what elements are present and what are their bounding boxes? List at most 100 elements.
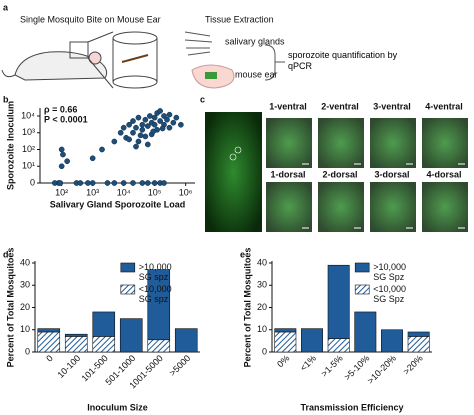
bar-segment	[407, 331, 430, 337]
legend-swatch	[120, 284, 136, 295]
y-tick-label: 30	[20, 280, 30, 290]
point	[137, 132, 144, 139]
point	[161, 180, 167, 186]
point	[157, 118, 163, 124]
point	[170, 119, 177, 126]
point	[99, 146, 105, 153]
x-tick-label: >10-20%	[365, 353, 398, 386]
x-axis-label: Transmission Efficiency	[300, 402, 403, 412]
point	[139, 180, 146, 186]
image-tile	[370, 182, 416, 232]
bar-segment	[301, 328, 323, 353]
x-tick-label: 10²	[55, 187, 68, 197]
x-tick-label: >20%	[401, 353, 425, 377]
image-label: 1-ventral	[269, 101, 307, 111]
point	[120, 124, 127, 131]
point	[104, 180, 111, 186]
bar-segment	[64, 333, 88, 337]
panel-letter: d	[3, 249, 9, 259]
image-tile	[318, 182, 364, 232]
x-tick-label: 0%	[275, 353, 291, 369]
y-tick-label: 10³	[22, 127, 35, 137]
point	[144, 141, 151, 148]
point	[144, 180, 151, 186]
point	[161, 113, 167, 119]
x-tick-label: >1-5%	[319, 353, 345, 379]
annotation: ρ = 0.66	[44, 104, 77, 114]
bar-segment	[64, 336, 88, 353]
point	[117, 129, 124, 136]
x-axis-label: Inoculum Size	[87, 402, 148, 412]
panel-letter: b	[3, 94, 9, 104]
bar-segment	[274, 328, 297, 333]
bar-segment	[381, 329, 403, 353]
point	[139, 126, 146, 133]
bar-segment	[354, 311, 377, 353]
legend-label: <10,000 SG spz	[138, 284, 172, 304]
y-tick-label: 20	[257, 302, 267, 312]
point	[178, 121, 184, 128]
bar-segment	[37, 328, 61, 333]
y-tick-label: 10²	[22, 144, 35, 154]
bar-segment	[92, 311, 116, 337]
image-tile	[422, 182, 468, 232]
legend-swatch	[354, 262, 370, 273]
legend-label: >10,000 SG spz	[138, 262, 172, 282]
diagram-title: Tissue Extraction	[205, 14, 274, 24]
point	[130, 129, 136, 136]
image-label: 4-ventral	[425, 101, 463, 111]
x-tick-label: >5000	[167, 353, 192, 378]
x-tick-label: <1%	[298, 353, 318, 373]
annotation: P < 0.0001	[44, 114, 88, 124]
point	[130, 180, 136, 186]
y-tick-label: 30	[257, 280, 267, 290]
point	[58, 146, 65, 153]
point	[77, 180, 84, 186]
point	[111, 180, 118, 186]
point	[133, 143, 139, 150]
y-axis-label: Percent of Total Mosquitoes	[242, 248, 252, 368]
point	[111, 138, 118, 145]
point	[133, 124, 139, 131]
image-label: 2-dorsal	[322, 169, 357, 179]
bar-segment	[147, 269, 171, 341]
image-tile	[266, 118, 312, 168]
y-tick-label: 40	[257, 257, 267, 267]
x-tick-label: 10⁴	[117, 187, 131, 197]
image-tile	[266, 182, 312, 232]
point	[144, 123, 151, 129]
bar-segment	[92, 336, 116, 353]
point	[151, 180, 158, 186]
diagram-label: sporozoite quantification by qPCR	[288, 50, 398, 71]
point	[164, 116, 170, 123]
bar-segment	[37, 331, 61, 353]
y-tick-label: 10¹	[22, 161, 35, 171]
image-tile	[370, 118, 416, 168]
y-tick-label: 0	[25, 346, 30, 356]
point	[151, 114, 158, 121]
point	[166, 111, 173, 118]
image-label: 1-dorsal	[270, 169, 305, 179]
legend-label: >10,000 SG Spz	[373, 262, 406, 282]
bar-segment	[174, 328, 198, 353]
x-tick-label: 10⁵	[148, 187, 162, 197]
point	[135, 138, 142, 145]
point	[130, 118, 136, 124]
panel-letter: c	[200, 94, 205, 104]
point	[157, 108, 163, 114]
bar-segment	[274, 331, 297, 353]
tissue-illustration	[184, 31, 285, 89]
mouse-illustration	[1, 31, 158, 89]
x-tick-label: 10-100	[55, 353, 82, 380]
point	[60, 151, 66, 158]
x-tick-label: 0	[44, 353, 55, 364]
y-tick-label: 10⁴	[21, 110, 35, 120]
legend-swatch	[120, 262, 136, 273]
y-tick-label: 40	[20, 257, 30, 267]
bar-segment	[327, 338, 350, 353]
point	[120, 180, 127, 186]
image-label: 4-dorsal	[426, 169, 461, 179]
panel-letter: a	[3, 2, 9, 12]
